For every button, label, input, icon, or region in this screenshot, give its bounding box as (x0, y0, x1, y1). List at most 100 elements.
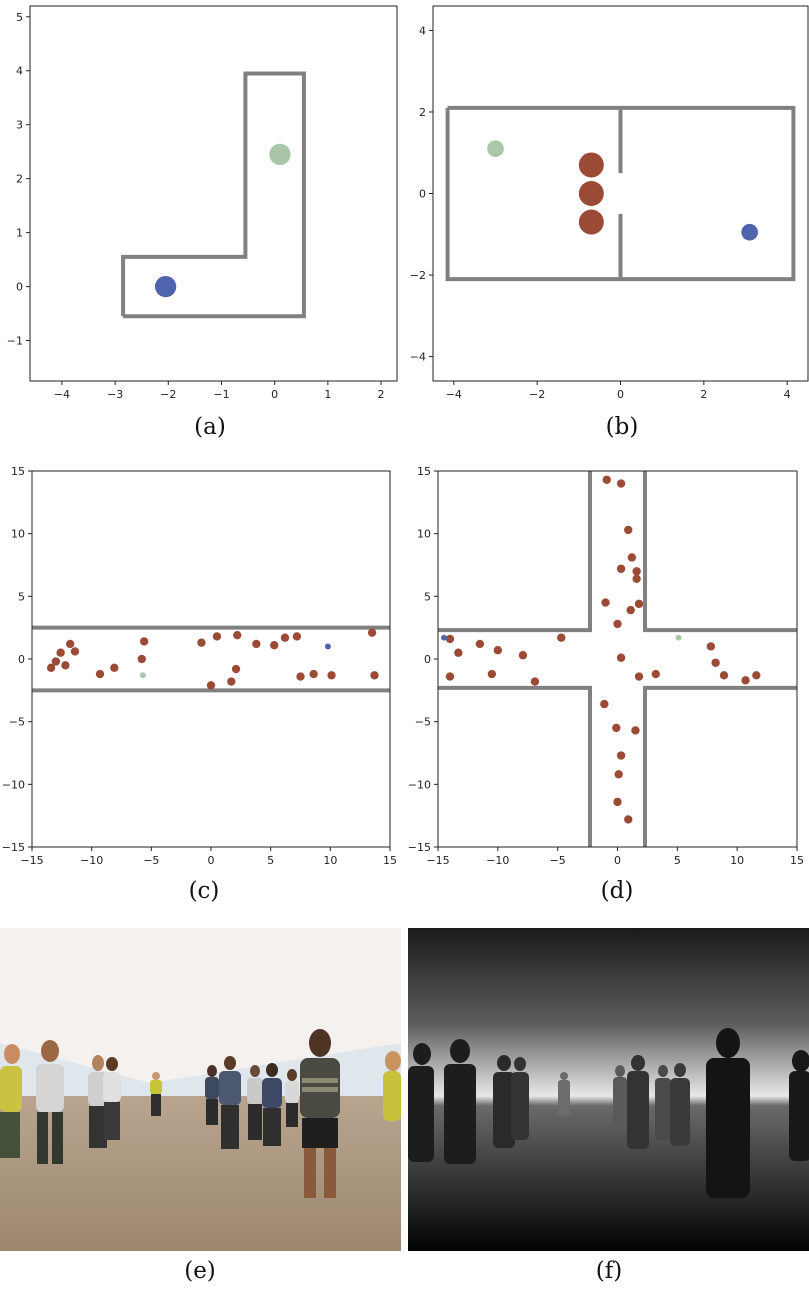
human-marker (627, 553, 637, 562)
y-tick-label: −10 (2, 778, 25, 791)
wall-0 (121, 71, 306, 319)
human-marker (530, 677, 540, 686)
human-marker (616, 564, 626, 573)
x-tick-label: −15 (426, 854, 449, 867)
axes-frame (31, 470, 391, 848)
y-tick-label: 5 (424, 590, 431, 603)
y-tick-label: −5 (415, 716, 431, 729)
human-marker (600, 699, 609, 709)
human-marker (493, 646, 503, 655)
human-marker (367, 628, 377, 637)
wall-0 (445, 105, 796, 282)
y-tick-label: 0 (424, 653, 431, 666)
x-tick-label: −3 (107, 388, 123, 401)
y-tick-label: 15 (417, 465, 431, 478)
x-tick-label: 2 (700, 388, 707, 401)
human-marker (741, 676, 750, 685)
human-marker (327, 671, 336, 680)
y-tick-label: 4 (16, 65, 23, 78)
x-tick-label: 5 (674, 854, 681, 867)
robot-marker (324, 643, 331, 650)
human-marker (634, 599, 644, 609)
human-marker (309, 669, 318, 679)
y-tick-label: −15 (408, 841, 431, 854)
goal-marker (269, 143, 291, 166)
human-marker (711, 658, 720, 667)
goal-marker (139, 672, 146, 679)
y-tick-label: 1 (16, 227, 23, 240)
human-marker (632, 567, 641, 576)
human-marker (624, 525, 633, 535)
y-tick-label: −15 (2, 841, 25, 854)
human-marker (706, 642, 716, 651)
caption-d: (d) (600, 878, 634, 904)
y-tick-label: 0 (18, 653, 25, 666)
human-marker (719, 671, 729, 680)
human-marker (280, 633, 290, 642)
human-marker (197, 638, 206, 647)
x-tick-label: 10 (730, 854, 744, 867)
axes-frame (29, 5, 398, 382)
y-tick-label: −4 (410, 351, 426, 364)
x-tick-label: −1 (213, 388, 229, 401)
x-tick-label: −4 (446, 388, 462, 401)
human-marker (626, 605, 635, 615)
y-tick-label: 10 (11, 528, 25, 541)
y-tick-label: 3 (16, 119, 23, 132)
x-tick-label: 0 (614, 854, 621, 867)
wall-3 (643, 685, 797, 847)
human-marker (139, 637, 149, 646)
plot-c: −15 −10 −5 0 5 10 15 −15 −10 −5 0 5 10 15 (2, 465, 397, 867)
depth-silhouettes (408, 1028, 809, 1198)
human-marker (752, 671, 761, 680)
y-tick-label: 5 (16, 11, 23, 24)
x-tick-label: −15 (20, 854, 43, 867)
human-marker (632, 574, 641, 583)
y-tick-label: 15 (11, 465, 25, 478)
human-marker (270, 641, 279, 650)
y-tick-label: 0 (419, 188, 426, 201)
human-marker (46, 663, 56, 672)
robot-marker (741, 223, 758, 241)
robot-marker (154, 275, 177, 298)
caption-e: (e) (184, 1258, 216, 1284)
human-marker (634, 672, 644, 681)
caption-a: (a) (194, 414, 226, 440)
y-tick-label: −1 (7, 335, 23, 348)
human-marker (518, 651, 528, 660)
wall-0 (438, 471, 592, 633)
x-tick-label: 15 (790, 854, 804, 867)
x-tick-label: 10 (323, 854, 337, 867)
axes-frame (432, 5, 809, 382)
human-marker (601, 598, 610, 607)
human-marker (613, 619, 622, 629)
human-marker (487, 669, 497, 679)
goal-marker (675, 634, 682, 641)
y-tick-label: −10 (408, 778, 431, 791)
x-tick-label: 0 (617, 388, 624, 401)
human-marker (296, 672, 305, 681)
x-tick-label: −10 (80, 854, 103, 867)
y-tick-label: 10 (417, 528, 431, 541)
human-marker (578, 181, 604, 206)
human-marker (612, 723, 621, 733)
x-tick-label: −2 (160, 388, 176, 401)
y-tick-label: 2 (16, 173, 23, 186)
x-tick-label: −5 (550, 854, 566, 867)
human-marker (454, 648, 463, 657)
human-marker (292, 632, 302, 641)
human-marker (613, 797, 622, 807)
robot-marker (440, 634, 447, 641)
avatar-figures (0, 1029, 401, 1198)
y-tick-label: 0 (16, 281, 23, 294)
human-marker (56, 648, 65, 657)
human-marker (110, 663, 119, 672)
wall-2 (438, 685, 592, 847)
y-tick-label: −2 (410, 269, 426, 282)
goal-marker (487, 140, 504, 157)
human-marker (475, 639, 485, 649)
human-marker (557, 633, 566, 642)
y-tick-label: 2 (419, 106, 426, 119)
rgb-render-image (0, 928, 401, 1251)
depth-render-image (408, 928, 809, 1251)
